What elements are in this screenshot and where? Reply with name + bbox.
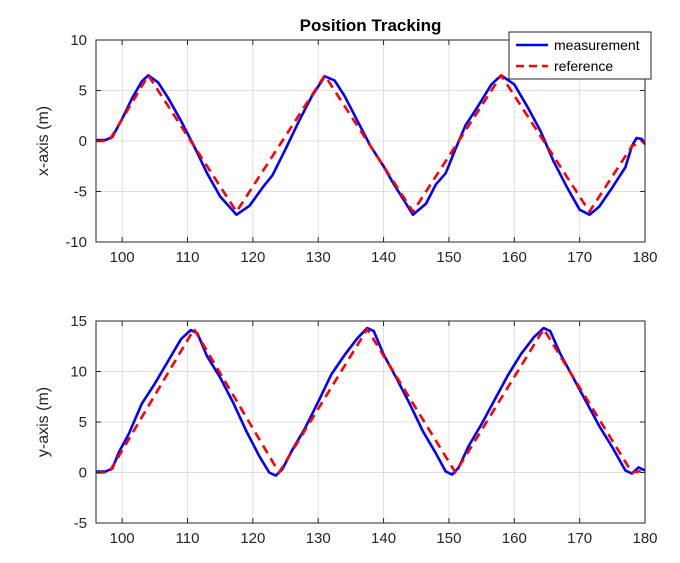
y-tick-label: 0: [79, 465, 87, 482]
legend-label-measurement: measurement: [554, 37, 640, 53]
legend-label-reference: reference: [554, 58, 613, 74]
y-tick-label: -5: [74, 184, 87, 201]
x-tick-label: 120: [240, 249, 265, 266]
x-tick-label: 170: [567, 249, 592, 266]
axes-2: 100 110 120 130 140 150 160 170 180 -5 0 5 10 15 y-axi…: [35, 313, 658, 547]
x-tick-label: 170: [567, 530, 592, 547]
x-tick-label: 140: [371, 249, 396, 266]
legend: measurement reference: [508, 31, 652, 80]
series-line-reference: [96, 327, 645, 474]
x-tick-label: 180: [632, 249, 657, 266]
x-tick-label: 130: [306, 249, 331, 266]
x-tick-label: 150: [436, 249, 461, 266]
x-tick-label: 110: [176, 530, 200, 547]
legend-box: [508, 31, 652, 80]
y-tick-label: 5: [79, 414, 87, 431]
x-tick-label: 160: [502, 530, 527, 547]
y-tick-label: 5: [79, 83, 87, 100]
x-tick-label: 180: [632, 530, 657, 547]
x-tick-label: 100: [110, 530, 135, 547]
x-tick-label: 100: [110, 249, 135, 266]
y-tick-label: -10: [65, 234, 87, 251]
x-tick-label: 130: [306, 530, 331, 547]
x-tick-label: 150: [436, 530, 461, 547]
series-line-measurement: [96, 326, 645, 477]
y-tick-label: 0: [79, 133, 87, 150]
axes-1: 100 110 120 130 140 150 160 170 180 -10 -5 0 5 10 x-ax…: [35, 16, 658, 266]
chart-title: Position Tracking: [300, 16, 442, 35]
y-tick-label: 15: [70, 313, 87, 330]
x-tick-label: 110: [176, 249, 200, 266]
y-axis-label: x-axis (m): [35, 106, 52, 176]
y-tick-label: 10: [70, 364, 87, 381]
y-axis-label: y-axis (m): [35, 387, 52, 457]
x-tick-label: 160: [502, 249, 527, 266]
y-tick-label: -5: [74, 515, 87, 532]
x-tick-label: 120: [240, 530, 265, 547]
y-tick-label: 10: [70, 32, 87, 49]
x-tick-label: 140: [371, 530, 396, 547]
